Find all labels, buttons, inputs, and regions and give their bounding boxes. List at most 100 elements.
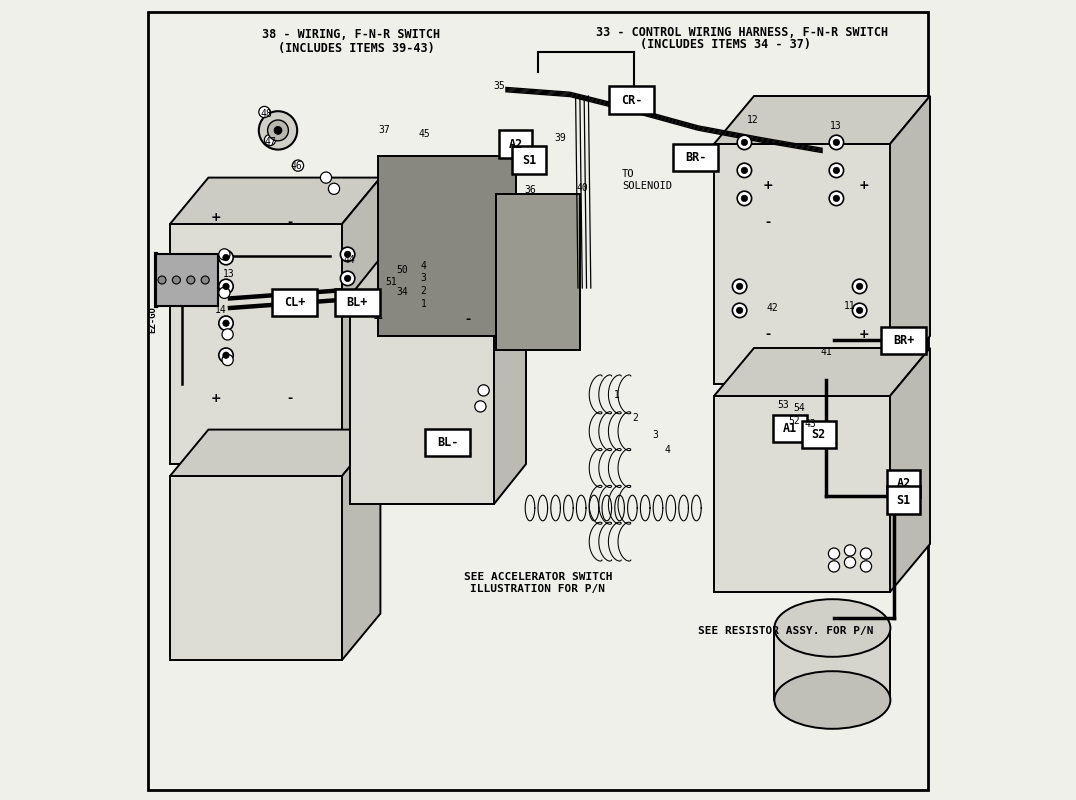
Text: BR+: BR+: [893, 334, 915, 347]
Circle shape: [223, 283, 229, 290]
Circle shape: [845, 557, 855, 568]
Circle shape: [344, 251, 351, 258]
Circle shape: [223, 352, 229, 358]
Text: 47: 47: [264, 138, 275, 147]
Text: 38 - WIRING, F-N-R SWITCH: 38 - WIRING, F-N-R SWITCH: [261, 28, 440, 41]
Text: A2: A2: [896, 477, 910, 490]
Text: EZ-GO: EZ-GO: [147, 306, 157, 334]
Circle shape: [340, 247, 355, 262]
Text: SEE RESISTOR ASSY. FOR P/N: SEE RESISTOR ASSY. FOR P/N: [698, 626, 874, 635]
Circle shape: [158, 276, 166, 284]
Text: +: +: [859, 179, 869, 192]
Text: 43: 43: [804, 419, 816, 429]
Text: -: -: [765, 216, 770, 229]
Text: -: -: [465, 314, 470, 326]
Ellipse shape: [775, 599, 891, 657]
Polygon shape: [170, 224, 342, 464]
Text: 51: 51: [385, 277, 397, 286]
Circle shape: [274, 126, 282, 134]
Circle shape: [223, 320, 229, 326]
Circle shape: [830, 191, 844, 206]
Polygon shape: [170, 430, 381, 476]
Circle shape: [741, 139, 748, 146]
Text: 46: 46: [291, 162, 302, 171]
Text: (INCLUDES ITEMS 34 - 37): (INCLUDES ITEMS 34 - 37): [640, 38, 811, 51]
Circle shape: [265, 134, 275, 146]
Text: 14: 14: [214, 306, 226, 315]
Polygon shape: [714, 348, 930, 396]
Circle shape: [736, 283, 742, 290]
Circle shape: [475, 401, 486, 412]
Text: BL+: BL+: [346, 296, 368, 309]
Circle shape: [736, 307, 742, 314]
Text: 41: 41: [820, 347, 832, 357]
Circle shape: [737, 191, 752, 206]
Circle shape: [218, 250, 233, 265]
Circle shape: [218, 287, 230, 298]
Polygon shape: [890, 348, 930, 592]
Circle shape: [741, 195, 748, 202]
Ellipse shape: [775, 671, 891, 729]
Text: 36: 36: [524, 186, 536, 195]
Text: 12: 12: [747, 115, 759, 125]
Circle shape: [829, 548, 839, 559]
Circle shape: [852, 279, 867, 294]
Text: 37: 37: [379, 125, 391, 134]
Polygon shape: [714, 396, 890, 592]
Circle shape: [833, 139, 839, 146]
Polygon shape: [342, 178, 381, 464]
Text: BR-: BR-: [685, 151, 706, 164]
FancyBboxPatch shape: [887, 486, 920, 514]
FancyBboxPatch shape: [881, 327, 926, 354]
Circle shape: [344, 275, 351, 282]
Circle shape: [218, 316, 233, 330]
Text: (INCLUDES ITEMS 39-43): (INCLUDES ITEMS 39-43): [278, 42, 435, 54]
Text: +: +: [762, 179, 773, 192]
FancyBboxPatch shape: [272, 289, 317, 316]
Text: A2: A2: [509, 138, 523, 150]
Polygon shape: [170, 178, 381, 224]
Text: +: +: [859, 328, 869, 341]
Text: S1: S1: [896, 494, 910, 506]
Polygon shape: [890, 96, 930, 384]
Text: A1: A1: [783, 422, 797, 435]
Circle shape: [741, 167, 748, 174]
Circle shape: [328, 183, 340, 194]
Polygon shape: [494, 256, 526, 504]
Text: -: -: [287, 216, 293, 229]
Text: 11: 11: [845, 301, 855, 310]
Circle shape: [223, 254, 229, 261]
Bar: [774, 628, 890, 700]
Bar: [496, 194, 580, 350]
FancyBboxPatch shape: [499, 130, 533, 158]
Text: 54: 54: [793, 403, 805, 413]
FancyBboxPatch shape: [802, 421, 836, 448]
Text: 13: 13: [223, 269, 235, 278]
Circle shape: [737, 163, 752, 178]
Circle shape: [829, 561, 839, 572]
Text: 3: 3: [652, 430, 657, 440]
FancyBboxPatch shape: [425, 429, 470, 456]
Circle shape: [833, 167, 839, 174]
Circle shape: [201, 276, 209, 284]
Circle shape: [340, 271, 355, 286]
Circle shape: [321, 172, 331, 183]
Circle shape: [222, 329, 233, 340]
Circle shape: [268, 120, 288, 141]
Circle shape: [856, 283, 863, 290]
Circle shape: [218, 249, 230, 260]
Text: 3: 3: [421, 274, 426, 283]
Polygon shape: [714, 144, 890, 384]
Circle shape: [852, 303, 867, 318]
FancyBboxPatch shape: [335, 289, 380, 316]
Circle shape: [833, 195, 839, 202]
Polygon shape: [350, 256, 526, 296]
Text: -: -: [287, 392, 293, 405]
Circle shape: [172, 276, 181, 284]
Text: 1: 1: [613, 390, 620, 400]
Circle shape: [830, 163, 844, 178]
Text: TO
SOLENOID: TO SOLENOID: [622, 170, 672, 190]
Text: CR-: CR-: [621, 94, 642, 106]
Polygon shape: [342, 430, 381, 660]
Polygon shape: [714, 96, 930, 144]
